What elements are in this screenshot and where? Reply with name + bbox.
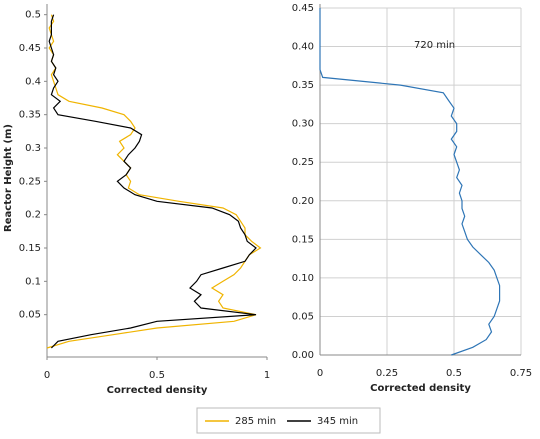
y-tick-label: 0.05 [19,310,41,321]
y-tick-label: 0.40 [292,42,314,53]
y-tick-label: 0.30 [292,119,314,130]
x-axis-title: Corrected density [107,385,208,396]
x-tick-label: 1 [264,370,270,381]
y-tick-label: 0.1 [25,276,41,287]
y-tick-label: 0.25 [19,176,41,187]
y-tick-label: 0.10 [292,273,314,284]
y-axis-title: Reactor Height (m) [3,124,14,232]
y-tick-label: 0.2 [25,210,41,221]
y-tick-label: 0.25 [292,157,314,168]
y-tick-label: 0.45 [292,3,314,14]
y-tick-label: 0.5 [25,10,41,21]
y-tick-label: 0.15 [292,234,314,245]
annotation: 720 min [414,40,455,51]
y-tick-label: 0.35 [19,110,41,121]
y-tick-label: 0.15 [19,243,41,254]
y-tick-label: 0.45 [19,43,41,54]
x-tick-label: 0.25 [376,368,398,379]
x-tick-label: 0 [317,368,323,379]
x-tick-label: 0.75 [510,368,532,379]
y-tick-label: 0.20 [292,196,314,207]
x-axis-title: Corrected density [370,383,471,394]
data-line [46,14,262,349]
y-tick-label: 0.4 [25,76,41,87]
y-tick-label: 0.35 [292,80,314,91]
data-line [319,8,501,356]
legend-label: 345 min [317,416,358,427]
legend: 285 min 345 min [196,407,381,434]
x-tick-label: 0.5 [446,368,462,379]
legend-label: 285 min [235,416,276,427]
data-line [48,14,257,349]
y-tick-label: 0.05 [292,311,314,322]
y-tick-label: 0.00 [292,350,314,361]
x-tick-label: 0 [44,370,50,381]
y-tick-label: 0.3 [25,143,41,154]
x-tick-label: 0.5 [149,370,165,381]
